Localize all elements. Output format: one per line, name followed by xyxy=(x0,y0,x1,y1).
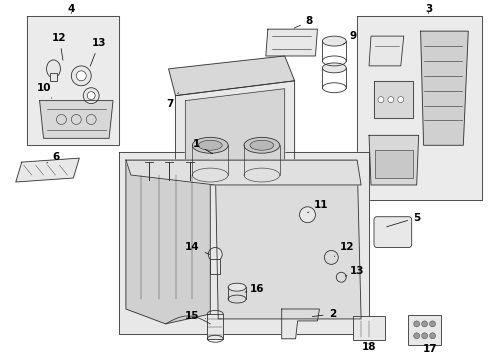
Text: 12: 12 xyxy=(334,243,354,256)
Polygon shape xyxy=(281,309,319,339)
Circle shape xyxy=(421,333,427,339)
Circle shape xyxy=(428,333,435,339)
Ellipse shape xyxy=(322,36,346,46)
Circle shape xyxy=(428,321,435,327)
Circle shape xyxy=(421,321,427,327)
Ellipse shape xyxy=(228,283,245,291)
Ellipse shape xyxy=(46,60,61,78)
Circle shape xyxy=(208,247,222,261)
Text: 8: 8 xyxy=(294,16,312,28)
Text: 6: 6 xyxy=(46,152,60,163)
Polygon shape xyxy=(126,160,210,324)
Text: 10: 10 xyxy=(37,83,52,98)
Circle shape xyxy=(299,207,315,223)
Polygon shape xyxy=(420,31,468,145)
Ellipse shape xyxy=(244,137,279,153)
FancyBboxPatch shape xyxy=(207,314,223,339)
Circle shape xyxy=(397,96,403,103)
Circle shape xyxy=(413,333,419,339)
FancyBboxPatch shape xyxy=(352,316,384,340)
Circle shape xyxy=(71,66,91,86)
Ellipse shape xyxy=(322,63,346,73)
FancyBboxPatch shape xyxy=(49,73,57,81)
Text: 3: 3 xyxy=(424,4,431,14)
Polygon shape xyxy=(265,29,317,56)
Polygon shape xyxy=(356,16,481,200)
Polygon shape xyxy=(175,81,294,185)
Text: 11: 11 xyxy=(307,200,328,213)
Text: 13: 13 xyxy=(345,266,364,276)
Ellipse shape xyxy=(207,310,223,318)
Text: 5: 5 xyxy=(386,213,419,227)
Text: 15: 15 xyxy=(185,311,205,321)
Text: 1: 1 xyxy=(192,139,212,154)
FancyBboxPatch shape xyxy=(407,315,441,345)
Polygon shape xyxy=(16,158,79,182)
Polygon shape xyxy=(168,56,294,96)
Circle shape xyxy=(387,96,393,103)
FancyBboxPatch shape xyxy=(373,217,411,247)
Ellipse shape xyxy=(249,140,273,150)
Text: 4: 4 xyxy=(67,4,75,14)
Text: 18: 18 xyxy=(361,342,375,352)
Polygon shape xyxy=(126,160,360,185)
Polygon shape xyxy=(185,89,284,175)
Ellipse shape xyxy=(192,137,228,153)
Circle shape xyxy=(87,92,95,100)
Text: 12: 12 xyxy=(52,33,66,60)
Polygon shape xyxy=(373,81,412,118)
Polygon shape xyxy=(119,152,368,334)
FancyBboxPatch shape xyxy=(374,150,412,178)
FancyBboxPatch shape xyxy=(210,260,220,274)
Circle shape xyxy=(76,71,86,81)
Polygon shape xyxy=(27,16,119,145)
Text: 17: 17 xyxy=(423,344,437,354)
Polygon shape xyxy=(215,160,360,319)
Circle shape xyxy=(377,96,383,103)
Text: 13: 13 xyxy=(90,38,106,66)
Ellipse shape xyxy=(198,140,222,150)
Polygon shape xyxy=(368,135,418,185)
Text: 2: 2 xyxy=(312,309,335,319)
Text: 14: 14 xyxy=(185,243,209,255)
Polygon shape xyxy=(40,100,113,138)
Text: 9: 9 xyxy=(343,31,356,44)
Text: 7: 7 xyxy=(165,93,178,109)
Text: 16: 16 xyxy=(244,284,264,294)
Circle shape xyxy=(413,321,419,327)
Circle shape xyxy=(83,88,99,104)
Polygon shape xyxy=(368,36,403,66)
